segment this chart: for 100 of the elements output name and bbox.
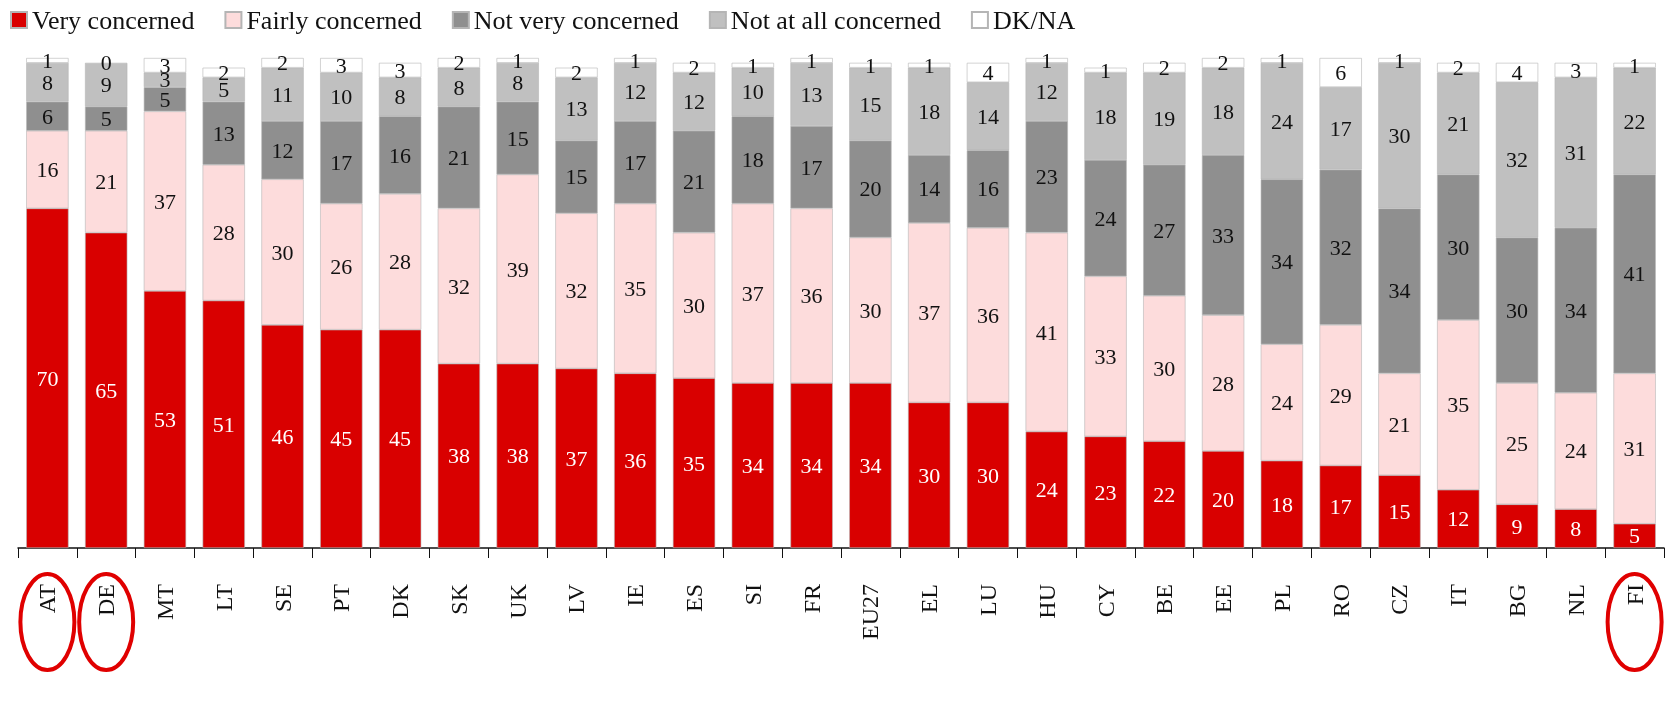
data-label: 27 [1153,217,1176,243]
data-label: 37 [565,445,588,471]
data-label: 34 [800,453,823,479]
data-label: 2 [1158,55,1170,81]
data-label: 41 [1035,319,1058,345]
data-label: 18 [1212,98,1235,124]
data-label: 29 [1329,382,1352,408]
data-label: 65 [95,377,118,403]
data-label: 12 [624,79,647,105]
data-label: 1 [629,47,641,73]
data-label: 3 [394,57,406,83]
data-label: 10 [330,84,353,110]
data-label: 8 [394,84,406,110]
data-label: 5 [100,106,112,132]
data-label: 1 [923,52,935,78]
data-label: 35 [624,275,647,301]
data-label: 13 [800,81,823,107]
data-label: 24 [1270,108,1293,134]
data-label: 2 [688,55,700,81]
data-label: 16 [36,157,59,183]
data-label: 35 [1447,392,1470,418]
x-tick-label: MT [151,583,178,620]
x-tick-label: BE [1151,584,1178,615]
x-tick-label: FI [1621,584,1648,606]
data-label: 38 [506,443,529,469]
data-label: 31 [1623,436,1646,462]
data-label: 8 [1570,516,1582,542]
data-label: 28 [389,249,412,275]
data-label: 24 [1270,389,1293,415]
data-label: 30 [1447,234,1470,260]
x-tick-label: ES [681,584,708,613]
data-label: 5 [1629,523,1641,549]
data-label: 30 [976,462,999,488]
data-label: 22 [1623,108,1646,134]
x-tick-label: CY [1092,584,1119,618]
data-label: 12 [683,89,706,115]
data-label: 13 [565,96,588,122]
x-tick-label: BG [1504,584,1531,618]
data-label: 51 [212,411,235,437]
data-label: 3 [335,52,347,78]
x-tick-label: UK [504,583,531,619]
data-label: 34 [1270,249,1293,275]
data-label: 15 [506,125,529,151]
data-label: 23 [1035,164,1058,190]
data-label: 28 [212,220,235,246]
data-label: 3 [1570,57,1582,83]
data-label: 25 [1506,431,1529,457]
data-label: 1 [1393,47,1405,73]
data-label: 33 [1212,222,1235,248]
data-label: 36 [800,283,823,309]
data-label: 8 [453,74,465,100]
data-label: 18 [1094,103,1117,129]
x-tick-label: DE [93,584,120,616]
x-tick-label: CZ [1386,584,1413,615]
x-tick-label: PT [328,583,355,613]
data-label: 70 [36,365,59,391]
data-label: 18 [918,98,941,124]
data-label: 39 [506,256,529,282]
data-label: 30 [1153,355,1176,381]
data-label: 30 [271,239,294,265]
data-label: 30 [683,292,706,318]
data-label: 37 [918,300,941,326]
x-tick-label: HU [1033,584,1060,619]
data-label: 30 [1388,123,1411,149]
data-label: 12 [271,137,294,163]
legend-label: DK/NA [992,5,1076,35]
x-tick-label: RO [1327,584,1354,618]
data-label: 16 [976,176,999,202]
data-label: 1 [1041,47,1053,73]
data-label: 21 [683,169,706,195]
data-label: 21 [1388,411,1411,437]
data-label: 38 [447,443,470,469]
x-tick-label: IT [1445,583,1472,607]
data-label: 37 [153,188,176,214]
data-label: 53 [153,406,176,432]
data-label: 4 [1511,60,1523,86]
data-label: 6 [1335,60,1347,86]
x-tick-label: IE [622,584,649,607]
data-label: 17 [1329,115,1352,141]
data-label: 14 [976,103,999,129]
x-tick-label: SE [269,584,296,613]
data-label: 36 [976,302,999,328]
data-label: 17 [330,149,353,175]
data-label: 15 [859,91,882,117]
data-label: 41 [1623,261,1646,287]
data-label: 15 [565,164,588,190]
legend-label: Not at all concerned [730,5,941,35]
data-label: 6 [41,103,53,129]
data-label: 16 [389,142,412,168]
data-label: 4 [982,60,994,86]
data-label: 14 [918,176,941,202]
data-label: 21 [1447,111,1470,136]
data-label: 2 [453,50,465,76]
data-label: 45 [330,426,353,452]
legend-label: Not very concerned [473,5,679,35]
data-label: 10 [741,79,764,105]
data-label: 30 [859,297,882,323]
data-label: 45 [389,426,412,452]
data-label: 22 [1153,482,1176,508]
data-label: 46 [271,423,294,449]
